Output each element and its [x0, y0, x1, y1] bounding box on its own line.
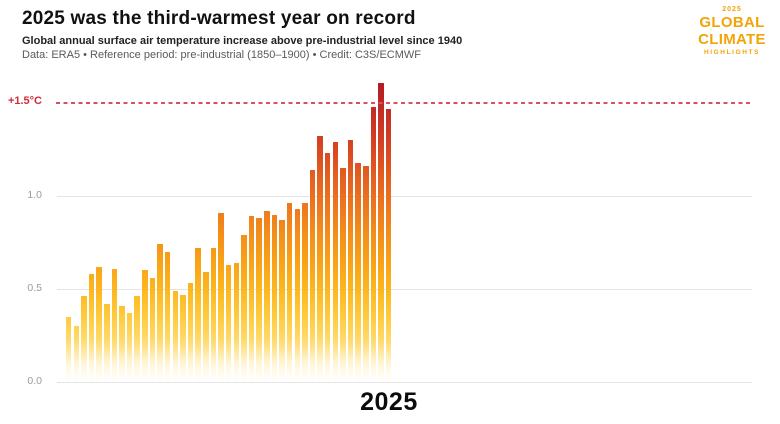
temperature-bar — [271, 214, 278, 382]
temperature-bar — [172, 290, 179, 382]
temperature-bar — [225, 264, 232, 382]
temperature-bar — [233, 262, 240, 382]
temperature-bar — [195, 248, 201, 382]
temperature-bar — [302, 203, 308, 382]
temperature-bar — [88, 274, 95, 382]
temperature-bar — [264, 210, 270, 382]
logo-highlights: HIGHLIGHTS — [703, 49, 761, 56]
temperature-bar — [149, 277, 156, 382]
temperature-bar — [210, 248, 217, 382]
logo-global: GLOBAL — [699, 14, 765, 31]
temperature-bar — [347, 140, 354, 382]
temperature-bar — [317, 136, 323, 382]
y-axis-tick-0.5: 0.5 — [27, 282, 42, 294]
temperature-bar — [324, 153, 331, 382]
temperature-bar — [378, 82, 384, 382]
temperature-bar — [355, 162, 361, 382]
current-year-label: 2025 — [360, 388, 418, 416]
temperature-bar — [164, 251, 171, 382]
threshold-1-5c-line — [56, 102, 753, 104]
threshold-1-5c-label: +1.5°C — [7, 95, 42, 107]
temperature-bar — [119, 305, 125, 382]
temperature-bar — [332, 142, 339, 382]
temperature-bar — [309, 169, 316, 382]
gridline-1.0 — [57, 196, 752, 197]
temperature-bar — [81, 296, 87, 382]
temperature-bar — [363, 166, 369, 382]
data-credit-line: Data: ERA5 • Reference period: pre-indus… — [22, 49, 421, 61]
temperature-bar — [256, 218, 262, 382]
temperature-bar — [187, 283, 194, 382]
temperature-bar — [286, 203, 293, 382]
temperature-bar — [248, 216, 255, 382]
logo-year: 2025 — [722, 6, 742, 13]
gridline-0.0 — [57, 382, 752, 383]
logo-climate: CLIMATE — [698, 31, 766, 48]
y-axis-tick-1.0: 1.0 — [27, 189, 42, 201]
temperature-bar — [134, 296, 140, 382]
temperature-bar — [340, 168, 346, 382]
temperature-bar — [65, 316, 72, 382]
temperature-bar — [218, 212, 224, 382]
temperature-bar — [241, 235, 247, 382]
temperature-bar — [294, 209, 300, 382]
temperature-bar — [370, 106, 377, 382]
temperature-bar — [126, 313, 133, 382]
temperature-bar — [104, 303, 110, 382]
temperature-bar — [203, 272, 209, 382]
temperature-bar — [279, 220, 285, 382]
temperature-bar — [180, 294, 186, 382]
temperature-bar — [157, 244, 163, 382]
temperature-bar — [385, 108, 392, 382]
page-title: 2025 was the third-warmest year on recor… — [22, 8, 416, 29]
temperature-bar — [111, 268, 118, 382]
temperature-bar — [73, 326, 80, 382]
global-climate-highlights-logo: 2025 GLOBAL CLIMATE HIGHLIGHTS — [694, 6, 770, 57]
temperature-bar — [96, 266, 102, 382]
chart-subtitle: Global annual surface air temperature in… — [22, 35, 463, 47]
temperature-bar — [142, 270, 148, 382]
y-axis-tick-0.0: 0.0 — [27, 375, 42, 387]
gridline-0.5 — [57, 289, 752, 290]
